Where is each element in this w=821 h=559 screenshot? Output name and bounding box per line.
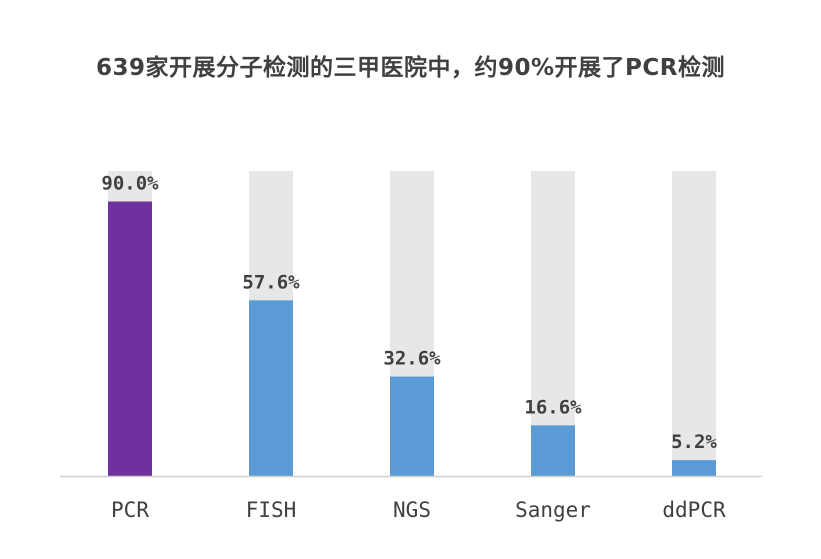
chart-title: 639家开展分子检测的三甲医院中，约90%开展了PCR检测 bbox=[95, 55, 725, 81]
category-label-pcr: PCR bbox=[111, 498, 149, 522]
value-labels: 90.0% 57.6% 32.6% 16.6% 5.2% bbox=[101, 173, 717, 454]
value-label-sanger: 16.6% bbox=[524, 396, 582, 418]
data-bars bbox=[108, 201, 716, 476]
category-label-sanger: Sanger bbox=[515, 498, 591, 522]
category-labels: PCR FISH NGS Sanger ddPCR bbox=[111, 498, 726, 522]
bar-ddpcr bbox=[672, 460, 716, 476]
category-label-fish: FISH bbox=[246, 498, 297, 522]
background-bar-sanger bbox=[531, 171, 575, 476]
bar-sanger bbox=[531, 425, 575, 476]
category-label-ngs: NGS bbox=[393, 498, 431, 522]
value-label-pcr: 90.0% bbox=[101, 173, 159, 195]
value-label-ngs: 32.6% bbox=[383, 348, 441, 370]
bar-ngs bbox=[390, 376, 434, 476]
value-label-fish: 57.6% bbox=[242, 271, 300, 293]
value-label-ddpcr: 5.2% bbox=[671, 431, 717, 453]
bar-fish bbox=[249, 300, 293, 476]
background-bar-ddpcr bbox=[672, 171, 716, 476]
category-label-ddpcr: ddPCR bbox=[662, 498, 726, 522]
bar-pcr bbox=[108, 201, 152, 476]
